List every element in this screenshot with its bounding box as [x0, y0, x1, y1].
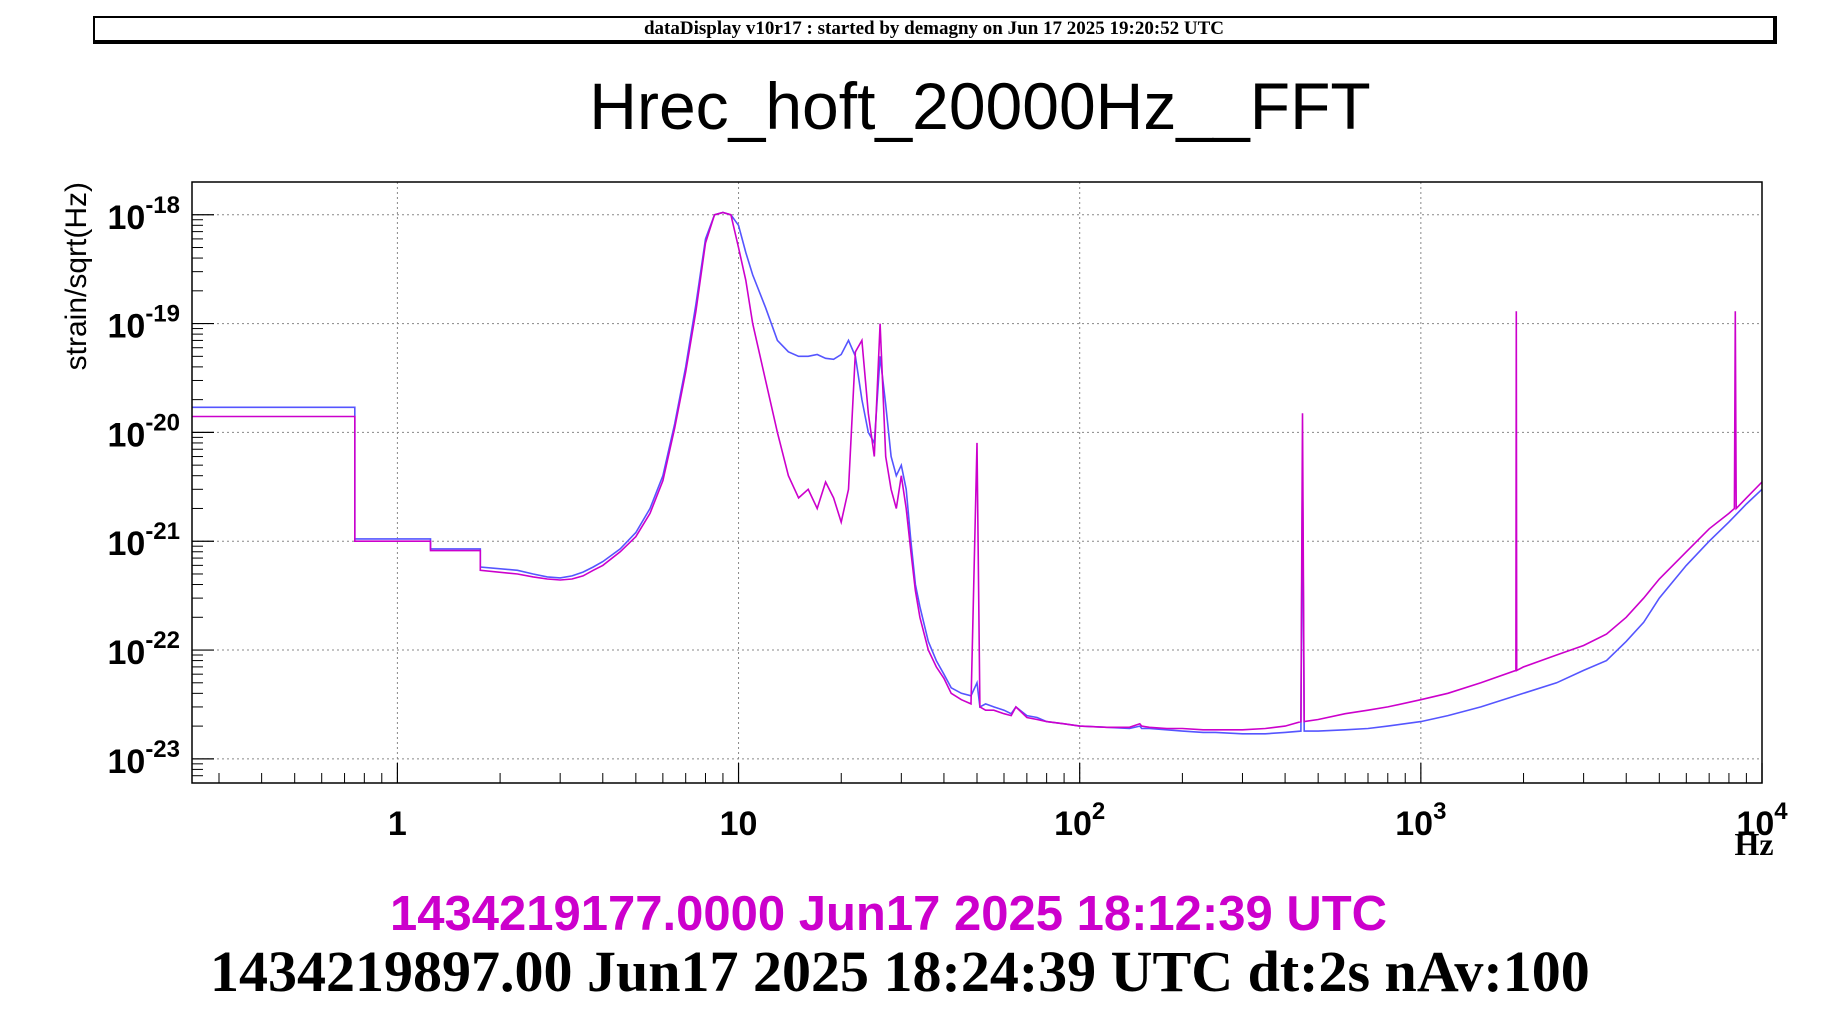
x-tick-base: 10	[720, 805, 758, 843]
reference-time-label: 1434219177.0000 Jun17 2025 18:12:39 UTC	[390, 887, 1388, 941]
y-axis-title: strain/sqrt(Hz)	[60, 182, 93, 370]
x-tick-label: 103	[1395, 798, 1446, 843]
x-tick-label: 1	[388, 805, 407, 843]
x-tick-label: 104	[1736, 798, 1788, 843]
y-tick-label: 10-19	[107, 301, 180, 346]
header-text: dataDisplay v10r17 : started by demagny …	[643, 18, 1225, 39]
series-group	[192, 211, 1763, 735]
y-tick-base: 10	[107, 525, 145, 563]
x-axis-title: Hz	[1734, 826, 1773, 862]
y-tick-label: 10-20	[107, 409, 180, 454]
y-tick-base: 10	[107, 634, 145, 672]
y-tick-label: 10-23	[107, 736, 180, 781]
y-tick-base: 10	[107, 416, 145, 454]
y-tick-base: 10	[107, 199, 145, 237]
y-tick-label: 10-18	[107, 192, 180, 237]
y-tick-label: 10-22	[107, 627, 180, 672]
y-tick-exponent: -23	[145, 736, 180, 763]
y-tick-base: 10	[107, 308, 145, 346]
y-tick-exponent: -19	[145, 301, 180, 328]
current-time-label: 1434219897.00 Jun17 2025 18:24:39 UTC dt…	[210, 939, 1590, 1004]
chart-title: Hrec_hoft_20000Hz__FFT	[589, 69, 1371, 143]
y-tick-exponent: -21	[145, 518, 180, 545]
grid	[192, 182, 1762, 783]
y-tick-exponent: -20	[145, 409, 180, 436]
x-tick-label: 102	[1054, 798, 1105, 843]
axis-ticks	[192, 181, 1763, 783]
series-line-2	[192, 211, 1763, 731]
y-tick-exponent: -18	[145, 192, 180, 219]
x-tick-label: 10	[720, 805, 758, 843]
y-tick-exponent: -22	[145, 627, 180, 654]
header-banner: dataDisplay v10r17 : started by demagny …	[93, 16, 1777, 44]
x-tick-base: 1	[388, 805, 407, 843]
axis-labels: 1 10 102 103 10410-2310-2210-2110-2010-1910-…	[60, 182, 1788, 862]
y-tick-base: 10	[107, 743, 145, 781]
y-tick-label: 10-21	[107, 518, 180, 563]
x-tick-base: 10	[1736, 805, 1774, 843]
series-line-1	[192, 211, 1763, 735]
x-tick-exponent: 3	[1433, 798, 1446, 825]
x-tick-exponent: 2	[1092, 798, 1105, 825]
x-tick-base: 10	[1395, 805, 1433, 843]
x-tick-exponent: 4	[1774, 798, 1788, 825]
x-tick-base: 10	[1054, 805, 1092, 843]
